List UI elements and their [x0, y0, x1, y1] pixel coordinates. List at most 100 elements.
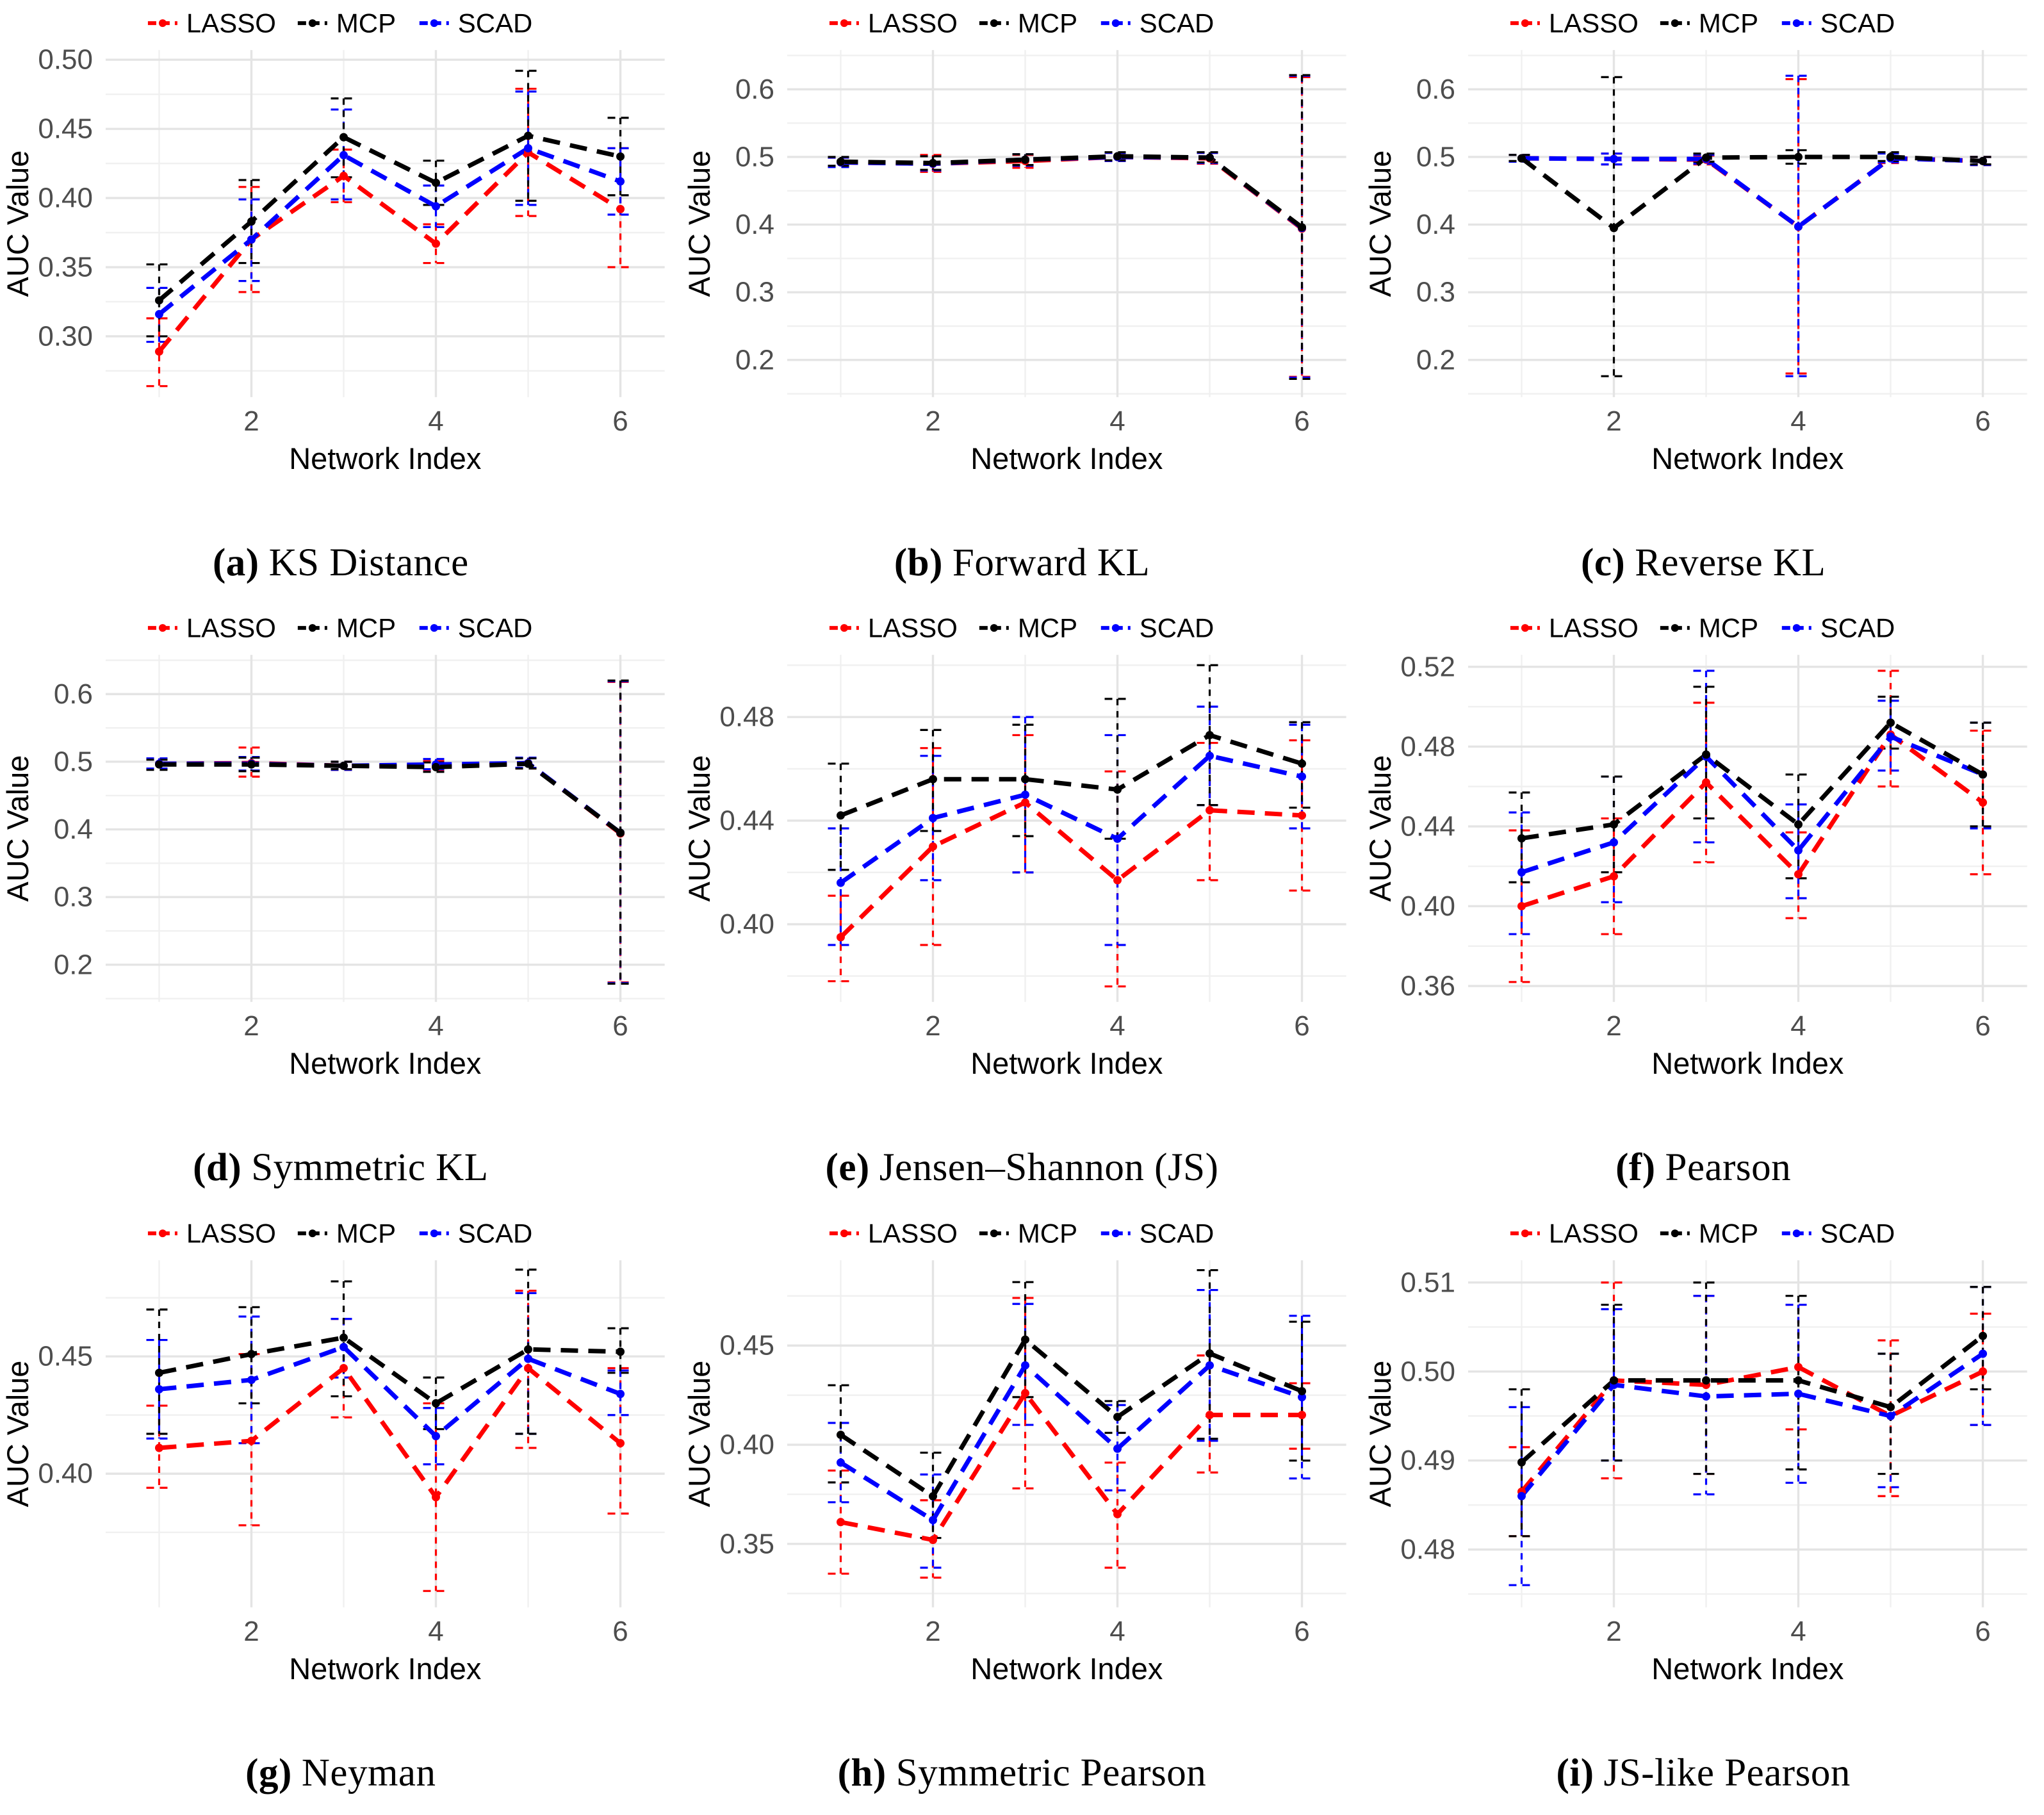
y-tick-label: 0.6	[735, 74, 774, 105]
data-point-lasso	[1297, 1410, 1306, 1419]
x-tick-label: 4	[1791, 406, 1806, 437]
x-tick-label: 4	[1109, 406, 1125, 437]
data-point-mcp	[432, 763, 441, 772]
data-point-lasso	[247, 1436, 256, 1445]
panel-d: 0.2 0.3 0.4 0.5 0.6 2 4 6 Network Index AUC Value…	[0, 605, 682, 1210]
data-point-mcp	[432, 1399, 441, 1408]
panel-e-caption: (e) Jensen–Shannon (JS)	[682, 1130, 1363, 1206]
legend-label-scad: SCAD	[1139, 8, 1214, 38]
data-point-mcp	[1702, 750, 1711, 759]
x-tick-label: 6	[1975, 406, 1991, 437]
data-point-mcp	[616, 1347, 625, 1356]
legend-label-scad: SCAD	[458, 1218, 533, 1248]
y-axis-title: AUC Value	[1363, 151, 1397, 297]
y-tick-label: 0.5	[54, 746, 93, 778]
data-point-scad	[1517, 1491, 1526, 1500]
data-point-mcp	[339, 762, 348, 771]
x-tick-label: 2	[243, 1010, 259, 1042]
data-point-lasso	[836, 933, 845, 942]
series-line-mcp	[839, 732, 1303, 818]
data-point-mcp	[836, 811, 845, 820]
x-tick-label: 2	[925, 406, 940, 437]
y-axis-title: AUC Value	[1363, 1360, 1397, 1507]
data-point-scad	[1610, 154, 1619, 163]
x-tick-label: 4	[1791, 1616, 1806, 1647]
panel-e: 0.40 0.44 0.48 2 4 6 Network Index AUC Value LAS…	[682, 605, 1363, 1210]
data-point-scad	[1794, 846, 1803, 855]
panel-b-caption: (b) Forward KL	[682, 525, 1363, 601]
data-point-lasso	[1517, 902, 1526, 911]
x-tick-label: 2	[243, 406, 259, 437]
legend-key-point-scad	[1111, 624, 1120, 632]
data-point-scad	[1205, 751, 1214, 760]
series-line-lasso	[840, 1389, 1302, 1543]
y-tick-label: 0.6	[1416, 74, 1455, 105]
data-point-scad	[339, 1342, 348, 1351]
y-tick-label: 0.45	[38, 1340, 93, 1372]
panel-h-caption: (h) Symmetric Pearson	[682, 1736, 1363, 1811]
chart-f-canvas: 0.36 0.40 0.44 0.48 0.52 2 4 6 Network Index AUC …	[1363, 613, 2027, 1080]
y-tick-label: 0.40	[719, 1429, 774, 1460]
data-point-mcp	[247, 1349, 256, 1358]
data-point-scad	[836, 1458, 845, 1467]
data-point-lasso	[1979, 1367, 1988, 1376]
data-point-lasso	[154, 1443, 163, 1452]
chart-i-canvas: 0.48 0.49 0.50 0.51 2 4 6 Network Index AUC Valu…	[1363, 1218, 2027, 1686]
y-tick-label: 0.5	[735, 141, 774, 172]
data-point-mcp	[1979, 156, 1988, 165]
series-line-mcp	[1520, 154, 1984, 231]
y-tick-label: 0.3	[735, 277, 774, 308]
y-axis-title: AUC Value	[1, 151, 35, 297]
data-point-mcp	[1113, 785, 1122, 794]
data-point-mcp	[1517, 154, 1526, 163]
legend-key-point-scad	[1793, 624, 1801, 632]
data-point-mcp	[1979, 1331, 1988, 1340]
y-tick-label: 0.44	[719, 805, 774, 837]
series-line-mcp	[840, 154, 1304, 229]
x-tick-label: 2	[1607, 406, 1622, 437]
data-point-lasso	[928, 1535, 937, 1544]
data-point-lasso	[524, 1363, 533, 1372]
caption-letter: (e)	[825, 1146, 870, 1190]
caption-title: Jensen–Shannon (JS)	[879, 1146, 1219, 1190]
data-point-mcp	[1517, 834, 1526, 843]
data-point-lasso	[1205, 806, 1214, 815]
data-point-scad	[928, 814, 937, 823]
x-tick-label: 4	[428, 406, 443, 437]
y-axis-title: AUC Value	[1, 755, 35, 902]
data-point-lasso	[616, 204, 625, 213]
series-line-mcp	[1521, 719, 1984, 841]
y-tick-label: 0.4	[735, 209, 774, 240]
legend-label-mcp: MCP	[1017, 8, 1077, 38]
y-tick-label: 0.4	[54, 814, 93, 845]
data-point-mcp	[1517, 1458, 1526, 1466]
data-point-mcp	[1205, 1349, 1214, 1358]
caption-title: Symmetric KL	[251, 1146, 489, 1190]
legend-label-mcp: MCP	[1017, 613, 1077, 643]
legend-key-point-scad	[1793, 19, 1801, 28]
legend-key-point-lasso	[840, 624, 848, 632]
data-point-scad	[1794, 1389, 1803, 1398]
chart-a-canvas: 0.30 0.35 0.40 0.45 0.50 2 4 6 Network Index AUC …	[1, 8, 665, 475]
x-tick-label: 6	[1294, 1010, 1309, 1042]
data-point-mcp	[154, 760, 163, 769]
data-point-mcp	[154, 1368, 163, 1377]
legend-label-lasso: LASSO	[1549, 8, 1639, 38]
caption-letter: (h)	[837, 1751, 887, 1794]
y-tick-label: 0.40	[38, 1458, 93, 1489]
data-point-scad	[1020, 791, 1029, 800]
data-point-scad	[1886, 732, 1895, 741]
data-point-mcp	[1794, 820, 1803, 829]
caption-title: JS-like Pearson	[1603, 1751, 1851, 1794]
legend-label-scad: SCAD	[458, 8, 533, 38]
data-point-mcp	[432, 178, 441, 187]
x-tick-label: 2	[243, 1616, 259, 1647]
y-axis-title: AUC Value	[682, 755, 716, 902]
caption-letter: (b)	[894, 541, 943, 584]
caption-letter: (c)	[1581, 541, 1626, 584]
legend-label-lasso: LASSO	[868, 1218, 958, 1248]
y-tick-label: 0.3	[54, 882, 93, 913]
panel-a-caption: (a) KS Distance	[0, 525, 682, 601]
data-point-lasso	[1297, 811, 1306, 820]
x-tick-label: 6	[612, 406, 628, 437]
